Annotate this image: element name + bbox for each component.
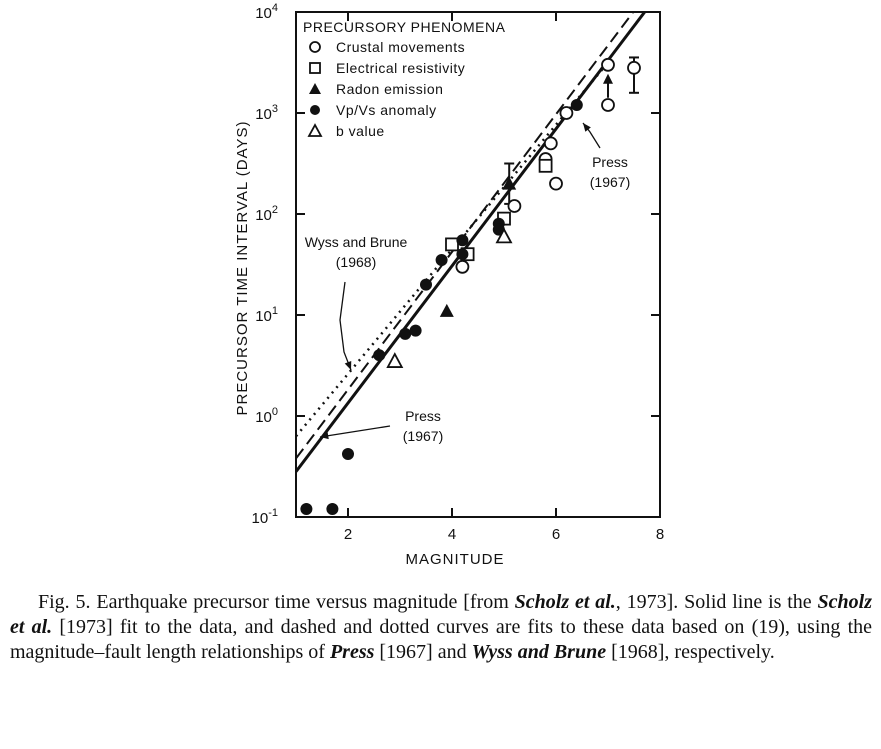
data-point bbox=[495, 227, 513, 244]
y-tick-label: 100 bbox=[255, 406, 278, 426]
data-point bbox=[409, 324, 422, 337]
annotation-arrowhead bbox=[344, 361, 352, 370]
data-point bbox=[386, 352, 404, 368]
legend-entry: Vp/Vs anomaly bbox=[336, 102, 437, 118]
x-tick-label: 4 bbox=[448, 526, 456, 543]
annotation-text: Wyss and Brune bbox=[305, 234, 408, 250]
annotation-arrowhead bbox=[320, 432, 329, 440]
annotation-text: (1967) bbox=[403, 428, 443, 444]
annotation-text: Press bbox=[592, 154, 628, 170]
data-point bbox=[549, 176, 563, 191]
data-point bbox=[445, 237, 459, 252]
y-tick-base: 10 bbox=[255, 5, 272, 22]
y-tick-exponent: 1 bbox=[272, 305, 278, 317]
y-tick-label: 102 bbox=[255, 204, 278, 224]
legend-marker bbox=[309, 83, 321, 94]
caption-segment: [1967] and bbox=[374, 641, 472, 663]
y-tick-exponent: 2 bbox=[272, 204, 278, 216]
caption-segment: [1968], respectively. bbox=[606, 641, 775, 663]
x-tick-label: 8 bbox=[656, 526, 664, 543]
annotations-group: Wyss and Brune (1968) Press (1967) Press (196… bbox=[305, 122, 630, 444]
y-tick-base: 10 bbox=[255, 106, 272, 123]
y-tick-exponent: -1 bbox=[268, 507, 278, 519]
y-tick-base: 10 bbox=[255, 207, 272, 224]
data-point bbox=[342, 448, 354, 461]
data-point bbox=[455, 259, 470, 274]
annotation-leader bbox=[339, 281, 352, 371]
data-point bbox=[420, 278, 432, 291]
annotation-text: (1967) bbox=[590, 174, 630, 190]
data-point bbox=[507, 199, 522, 213]
data-point bbox=[601, 57, 615, 72]
y-tick-exponent: 0 bbox=[272, 406, 278, 418]
legend-entry: Radon emission bbox=[336, 81, 443, 97]
data-point bbox=[435, 254, 448, 267]
y-tick-base: 10 bbox=[255, 308, 272, 325]
data-point bbox=[538, 158, 553, 173]
data-point bbox=[456, 234, 469, 247]
data-point bbox=[559, 106, 574, 120]
caption-segment: Fig. 5. Earthquake precursor time versus… bbox=[38, 591, 515, 613]
y-tick-base: 10 bbox=[252, 510, 269, 527]
caption-segment: , 1973]. Solid line is the bbox=[615, 591, 818, 613]
data-point bbox=[601, 98, 615, 112]
legend-entry: Crustal movements bbox=[336, 39, 465, 55]
fit-line-solid bbox=[296, 12, 647, 473]
data-point bbox=[627, 60, 641, 75]
data-point bbox=[502, 176, 517, 190]
caption-citation: Wyss and Brune bbox=[471, 641, 607, 663]
y-tick-exponent: 4 bbox=[272, 2, 278, 14]
data-point bbox=[456, 248, 469, 261]
y-tick-label: 104 bbox=[255, 2, 278, 22]
figure-caption: Fig. 5. Earthquake precursor time versus… bbox=[10, 590, 872, 665]
data-point bbox=[399, 327, 412, 340]
x-tick-label: 2 bbox=[344, 526, 352, 543]
legend-entry: b value bbox=[336, 123, 385, 139]
legend-marker bbox=[307, 123, 323, 137]
data-point bbox=[439, 303, 454, 317]
fit-line-dashed bbox=[296, 12, 635, 460]
caption-text: Fig. 5. Earthquake precursor time versus… bbox=[10, 591, 872, 663]
y-tick-label: 10-1 bbox=[252, 507, 278, 527]
annotation-leader bbox=[319, 425, 391, 438]
x-tick-label: 6 bbox=[552, 526, 560, 543]
y-tick-label: 103 bbox=[255, 103, 278, 123]
x-axis-label: MAGNITUDE bbox=[406, 551, 505, 568]
legend-entry: Electrical resistivity bbox=[336, 60, 465, 76]
legend-marker bbox=[309, 41, 321, 53]
y-axis-label: PRECURSOR TIME INTERVAL (DAYS) bbox=[234, 120, 251, 415]
annotation-arrowhead bbox=[583, 123, 591, 132]
data-point bbox=[300, 503, 313, 516]
data-point bbox=[326, 503, 339, 516]
data-point bbox=[543, 136, 558, 151]
caption-citation: Press bbox=[329, 641, 375, 663]
data-point bbox=[570, 99, 583, 112]
fit-lines-group bbox=[296, 12, 647, 473]
legend: PRECURSORY PHENOMENA Crustal movements El… bbox=[303, 19, 506, 139]
plot-frame-group bbox=[295, 11, 661, 518]
caption-segment: [1973] fit to the data, and dashed and d… bbox=[10, 616, 873, 663]
limit-arrow-head bbox=[603, 73, 613, 84]
y-tick-exponent: 3 bbox=[272, 103, 278, 115]
caption-citation: Scholz et al. bbox=[514, 591, 616, 613]
plot-frame bbox=[295, 11, 661, 518]
legend-marker bbox=[310, 105, 320, 115]
annotation-text: (1968) bbox=[336, 254, 376, 270]
y-tick-label: 101 bbox=[255, 305, 278, 325]
data-points-group bbox=[300, 56, 641, 516]
legend-title: PRECURSORY PHENOMENA bbox=[303, 19, 506, 35]
annotation-text: Press bbox=[405, 408, 441, 424]
y-tick-base: 10 bbox=[255, 409, 272, 426]
legend-marker bbox=[309, 62, 321, 74]
data-point bbox=[373, 349, 386, 362]
caption-citation: Scholz et al. bbox=[10, 591, 872, 638]
